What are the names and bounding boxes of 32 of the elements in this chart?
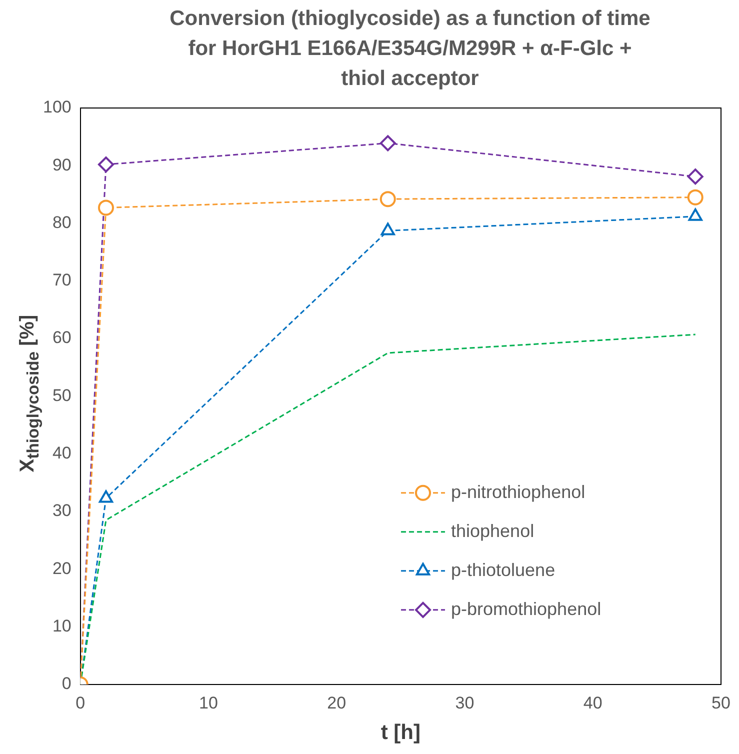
point xyxy=(380,135,396,152)
y-tick-label: 40 xyxy=(52,444,72,463)
legend-label: p-bromothiophenol xyxy=(451,598,602,619)
x-tick-label: 10 xyxy=(199,693,218,712)
y-tick-label: 90 xyxy=(52,155,72,174)
point xyxy=(380,191,396,208)
y-tick-label: 80 xyxy=(52,212,72,232)
point xyxy=(687,168,704,185)
y-tick-label: 50 xyxy=(52,386,72,405)
point xyxy=(98,156,114,172)
point xyxy=(98,490,114,503)
legend-label: p-thiotoluene xyxy=(451,560,556,580)
x-tick-label: 40 xyxy=(583,693,602,712)
y-tick-label: 0 xyxy=(62,674,72,694)
point xyxy=(687,189,704,206)
y-tick-label: 20 xyxy=(52,558,72,578)
x-tick-label: 50 xyxy=(712,693,730,712)
legend-label: thiophenol xyxy=(451,520,534,541)
legend-label: p-nitrothiophenol xyxy=(451,482,586,502)
x-tick-label: 30 xyxy=(455,693,474,712)
x-axis-title: t [h] xyxy=(380,721,421,744)
point xyxy=(98,200,114,216)
chart-title: Conversion (thioglycoside) as a function of time for HorGH1 E166A/E354G/M299R + α-F-Glc + thiol acceptor xyxy=(168,6,652,92)
y-tick-label: 70 xyxy=(52,270,72,290)
point xyxy=(688,208,702,221)
x-tick-label: 20 xyxy=(327,693,346,712)
y-tick-label: 30 xyxy=(52,501,72,520)
point xyxy=(380,222,395,236)
y-tick-label: 10 xyxy=(52,616,72,636)
y-tick-label: 100 xyxy=(42,98,72,117)
y-tick-label: 60 xyxy=(52,328,72,348)
x-tick-label: 0 xyxy=(76,693,86,712)
